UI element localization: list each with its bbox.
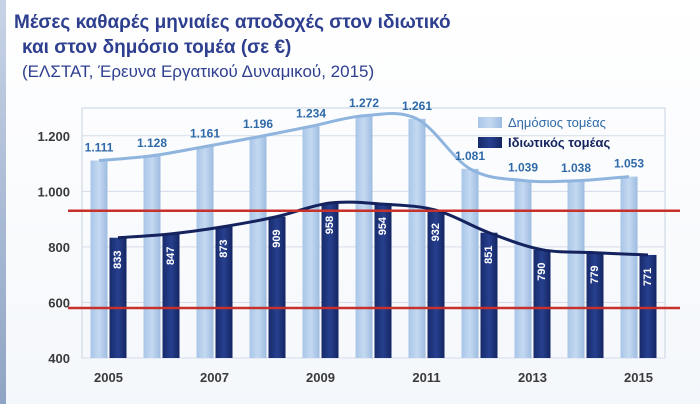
data-label-public: 1.039 <box>508 161 538 175</box>
chart-subtitle: (ΕΛΣΤΑΤ, Έρευνα Εργατικού Δυναμικού, 201… <box>22 62 375 81</box>
data-label-public: 1.196 <box>243 117 273 131</box>
data-label-private: 833 <box>112 251 124 269</box>
y-tick-label: 600 <box>48 295 70 310</box>
bar-private <box>109 237 127 358</box>
bar-public <box>355 115 373 359</box>
data-label-public: 1.128 <box>137 136 167 150</box>
chart-title-line-1: Μέσες καθαρές μηνιαίες αποδοχές στον ιδι… <box>14 12 451 33</box>
x-tick-label: 2015 <box>624 370 653 385</box>
x-tick-label: 2011 <box>412 370 440 385</box>
bar-public <box>196 146 214 358</box>
bar-private <box>639 254 657 358</box>
bar-public <box>620 176 638 358</box>
data-label-private: 932 <box>430 223 442 241</box>
data-label-public: 1.111 <box>85 141 114 155</box>
data-label-public: 1.053 <box>614 157 644 171</box>
y-tick-label: 1.000 <box>37 184 70 199</box>
data-label-public: 1.081 <box>455 149 485 163</box>
bar-private <box>427 210 445 358</box>
data-label-public: 1.161 <box>190 127 220 141</box>
bar-public <box>249 136 267 358</box>
data-label-private: 958 <box>324 216 336 234</box>
chart-title-line-2: και στον δημόσιο τομέα (σε €) <box>22 37 292 58</box>
data-label-private: 779 <box>589 266 601 284</box>
bar-private <box>215 226 233 358</box>
bar-public <box>514 180 532 358</box>
legend-swatch-private <box>478 137 502 148</box>
data-label-private: 851 <box>483 246 495 264</box>
bar-public <box>143 155 161 358</box>
title-block: Μέσες καθαρές μηνιαίες αποδοχές στον ιδι… <box>14 10 614 84</box>
legend-swatch-public <box>478 117 502 128</box>
bar-private <box>374 204 392 358</box>
trend-line-public <box>98 112 630 184</box>
bar-public <box>461 168 479 358</box>
y-tick-label: 800 <box>48 240 70 255</box>
bar-public <box>408 118 426 358</box>
bar-private <box>533 249 551 358</box>
bar-private <box>162 233 180 358</box>
y-tick-label: 400 <box>48 351 70 366</box>
data-label-private: 954 <box>377 216 389 235</box>
bar-private <box>586 252 604 358</box>
bar-public <box>567 180 585 358</box>
data-label-public: 1.272 <box>349 96 379 110</box>
data-label-private: 771 <box>642 268 654 286</box>
trend-line-private <box>117 200 649 257</box>
data-label-public: 1.038 <box>561 161 591 175</box>
data-label-private: 790 <box>536 262 548 280</box>
legend-label-public: Δημόσιος τομέας <box>508 115 606 130</box>
data-label-private: 873 <box>218 239 230 257</box>
x-tick-label: 2005 <box>94 370 123 385</box>
bar-public <box>90 160 108 358</box>
data-label-public: 1.234 <box>296 106 326 120</box>
data-label-private: 847 <box>165 247 177 265</box>
bar-private <box>268 216 286 358</box>
legend-label-private: Ιδιωτικός τομέας <box>508 135 610 150</box>
x-tick-label: 2009 <box>306 370 335 385</box>
x-tick-label: 2013 <box>518 370 547 385</box>
data-label-private: 909 <box>271 229 283 247</box>
slide-edge-decoration <box>0 0 6 404</box>
bar-private <box>480 232 498 358</box>
bar-private <box>321 203 339 358</box>
x-tick-label: 2007 <box>200 370 229 385</box>
data-label-public: 1.261 <box>402 99 432 113</box>
y-tick-label: 1.200 <box>37 129 70 144</box>
bar-public <box>302 126 320 358</box>
